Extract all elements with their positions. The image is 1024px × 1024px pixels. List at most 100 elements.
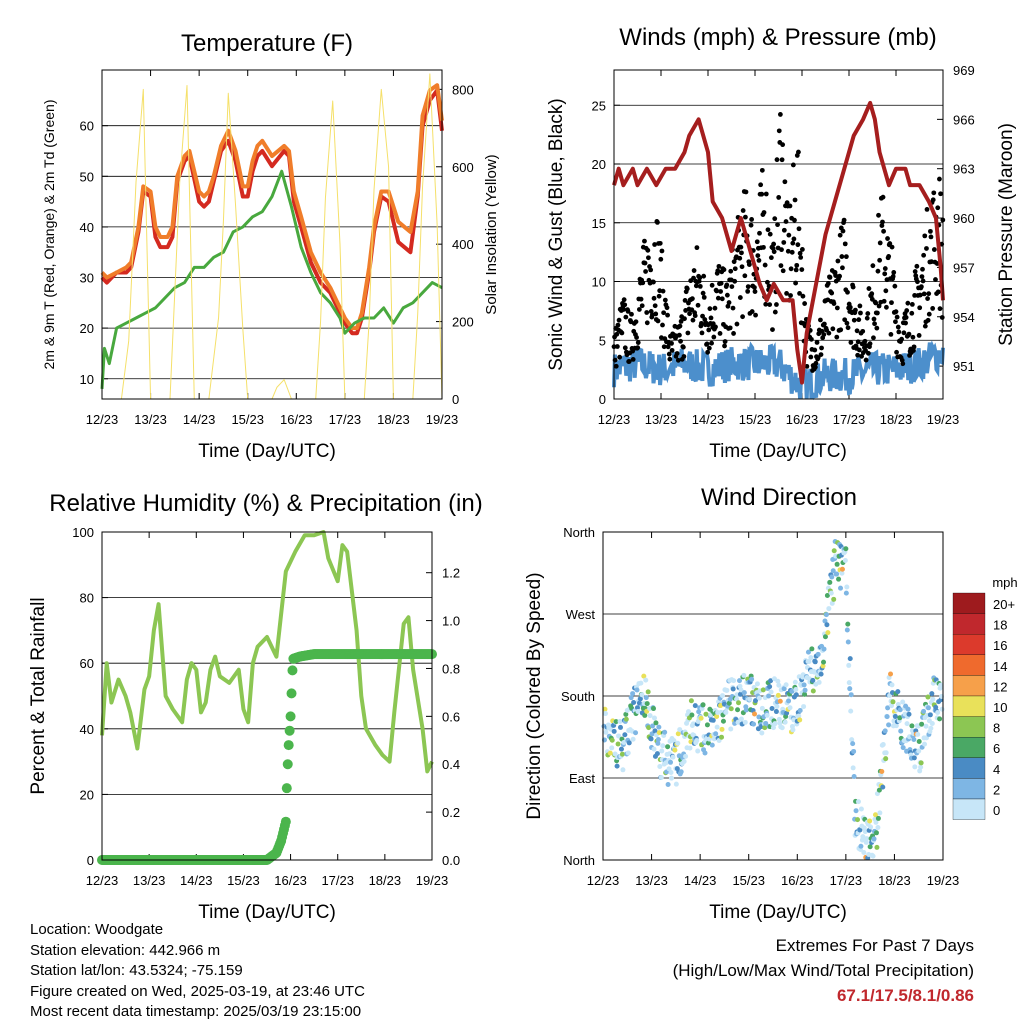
direction-point [768,678,774,684]
direction-point [847,656,853,662]
gust-point [775,222,780,228]
direction-point [815,651,821,657]
colorbar-label: 10 [993,700,1007,715]
direction-point [612,751,618,757]
direction-point [879,769,885,775]
direction-point [824,592,830,598]
gust-point [623,314,629,320]
direction-point [773,709,779,715]
gust-point [767,302,773,307]
winds-ytick-right-label: 951 [953,359,975,374]
gust-point [661,344,667,350]
gust-point [838,327,844,333]
gust-point [830,326,836,332]
gust-point [869,291,875,297]
humidity-xtick-label: 16/23 [274,873,307,888]
temperature-xtick-label: 17/23 [329,412,362,427]
winds-ytick-right-label: 969 [953,63,975,78]
extremes-title: Extremes For Past 7 Days [775,936,974,955]
direction-point [929,721,935,727]
gust-point [640,280,646,286]
direction-point [623,711,629,717]
colorbar-swatch [952,716,986,738]
gust-point [835,258,841,264]
humidity-series-line [100,530,434,774]
gust-point [871,335,876,341]
direction-point [719,693,725,699]
direction-point [939,706,945,712]
direction-point [882,728,888,734]
gust-point [715,268,721,274]
direction-point [675,740,681,746]
direction-point [689,712,695,718]
gust-point [928,234,934,240]
gust-point [718,289,723,294]
direction-point [685,709,691,715]
winds-xlabel: Time (Day/UTC) [709,441,847,462]
colorbar-label: 8 [993,721,1000,736]
direction-point [658,774,664,780]
gust-point [687,311,692,317]
colorbar-label: 2 [993,782,1000,797]
gust-point [847,304,853,310]
direction-point [752,711,758,717]
gust-point [651,279,656,285]
gust-points [611,112,946,373]
direction-ytick-label: West [566,607,596,622]
gust-point [812,347,818,353]
direction-point [763,720,769,726]
gust-point [695,302,701,308]
gust-point [926,291,932,297]
gust-point [863,357,869,363]
gust-point [799,267,805,273]
direction-point [867,844,873,850]
direction-point [645,689,651,695]
gust-point [843,254,849,260]
gust-point [682,298,688,303]
gust-point [657,240,663,246]
direction-point [718,703,724,709]
gust-point [862,338,868,344]
colorbar-label: 18 [993,618,1007,633]
direction-point [839,570,845,576]
direction-point [644,701,650,707]
direction-point [875,824,881,830]
direction-point [726,700,732,706]
direction-point [885,705,891,711]
gust-point [761,210,767,215]
gust-point [692,313,698,319]
temperature-series-line [100,83,444,331]
gust-point [887,241,893,246]
direction-point [906,711,912,717]
gust-point [779,157,785,163]
gust-point [812,364,818,370]
gust-point [767,231,773,237]
direction-point [922,741,928,747]
direction-point [671,738,677,744]
direction-point [861,849,867,855]
direction-point [777,720,783,726]
gust-point [880,219,885,225]
direction-point [634,687,640,693]
direction-point [637,696,643,702]
direction-point [824,622,830,628]
humidity-ylabel: Percent & Total Rainfall [28,597,49,794]
gust-point [797,291,802,296]
gust-point [776,195,782,200]
gust-point [889,300,894,306]
gust-point [891,270,897,275]
gust-point [726,300,732,305]
direction-xtick-label: 13/23 [635,873,668,888]
gust-point [678,318,684,324]
winds-xtick-label: 18/23 [880,412,913,427]
direction-point [797,717,803,723]
gust-point [719,296,725,302]
gust-point [693,283,699,289]
gust-point [889,244,895,250]
temperature-ytick-label: 60 [80,119,94,134]
gust-point [653,311,659,317]
direction-point [754,681,760,687]
direction-point [692,703,698,709]
direction-point [623,716,629,722]
gust-point [749,217,755,222]
